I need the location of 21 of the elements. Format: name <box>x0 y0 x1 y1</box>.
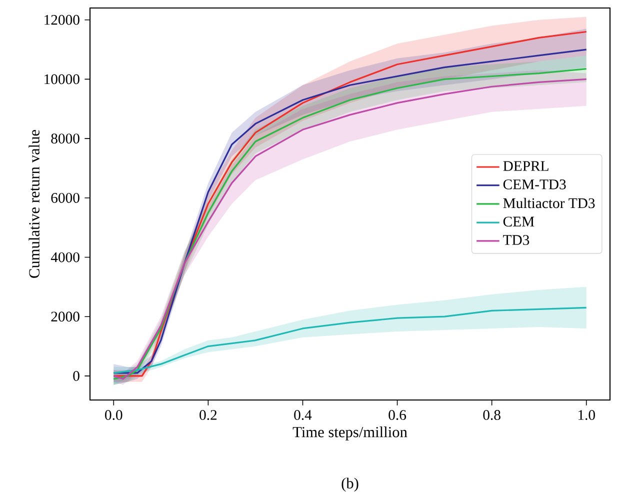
legend-label: TD3 <box>503 235 530 245</box>
x-axis-title: Time steps/million <box>292 426 408 440</box>
y-tick-label: 10000 <box>44 74 80 84</box>
x-tick-label: 0.0 <box>105 410 122 420</box>
x-tick-label: 0.4 <box>294 410 312 420</box>
x-tick-label: 0.2 <box>200 410 217 420</box>
legend-label: CEM <box>503 216 534 227</box>
y-axis-title: Cumulative return value <box>28 130 40 278</box>
x-tick-label: 0.8 <box>483 410 500 420</box>
y-tick-label: 0 <box>73 371 80 381</box>
text: (b) <box>342 478 358 492</box>
y-tick-label: 4000 <box>50 252 80 262</box>
x-tick-label: 1.0 <box>578 410 595 420</box>
y-tick-label: 6000 <box>51 192 80 203</box>
legend-label: Multiactor TD3 <box>503 198 595 208</box>
y-tick-label: 8000 <box>51 134 80 144</box>
legend-label: DEPRL <box>503 161 548 171</box>
legend-label: CEM-TD3 <box>503 179 566 190</box>
x-tick-label: 0.6 <box>388 410 406 420</box>
y-tick-label: 2000 <box>51 312 80 322</box>
y-tick-label: 12000 <box>44 14 80 25</box>
